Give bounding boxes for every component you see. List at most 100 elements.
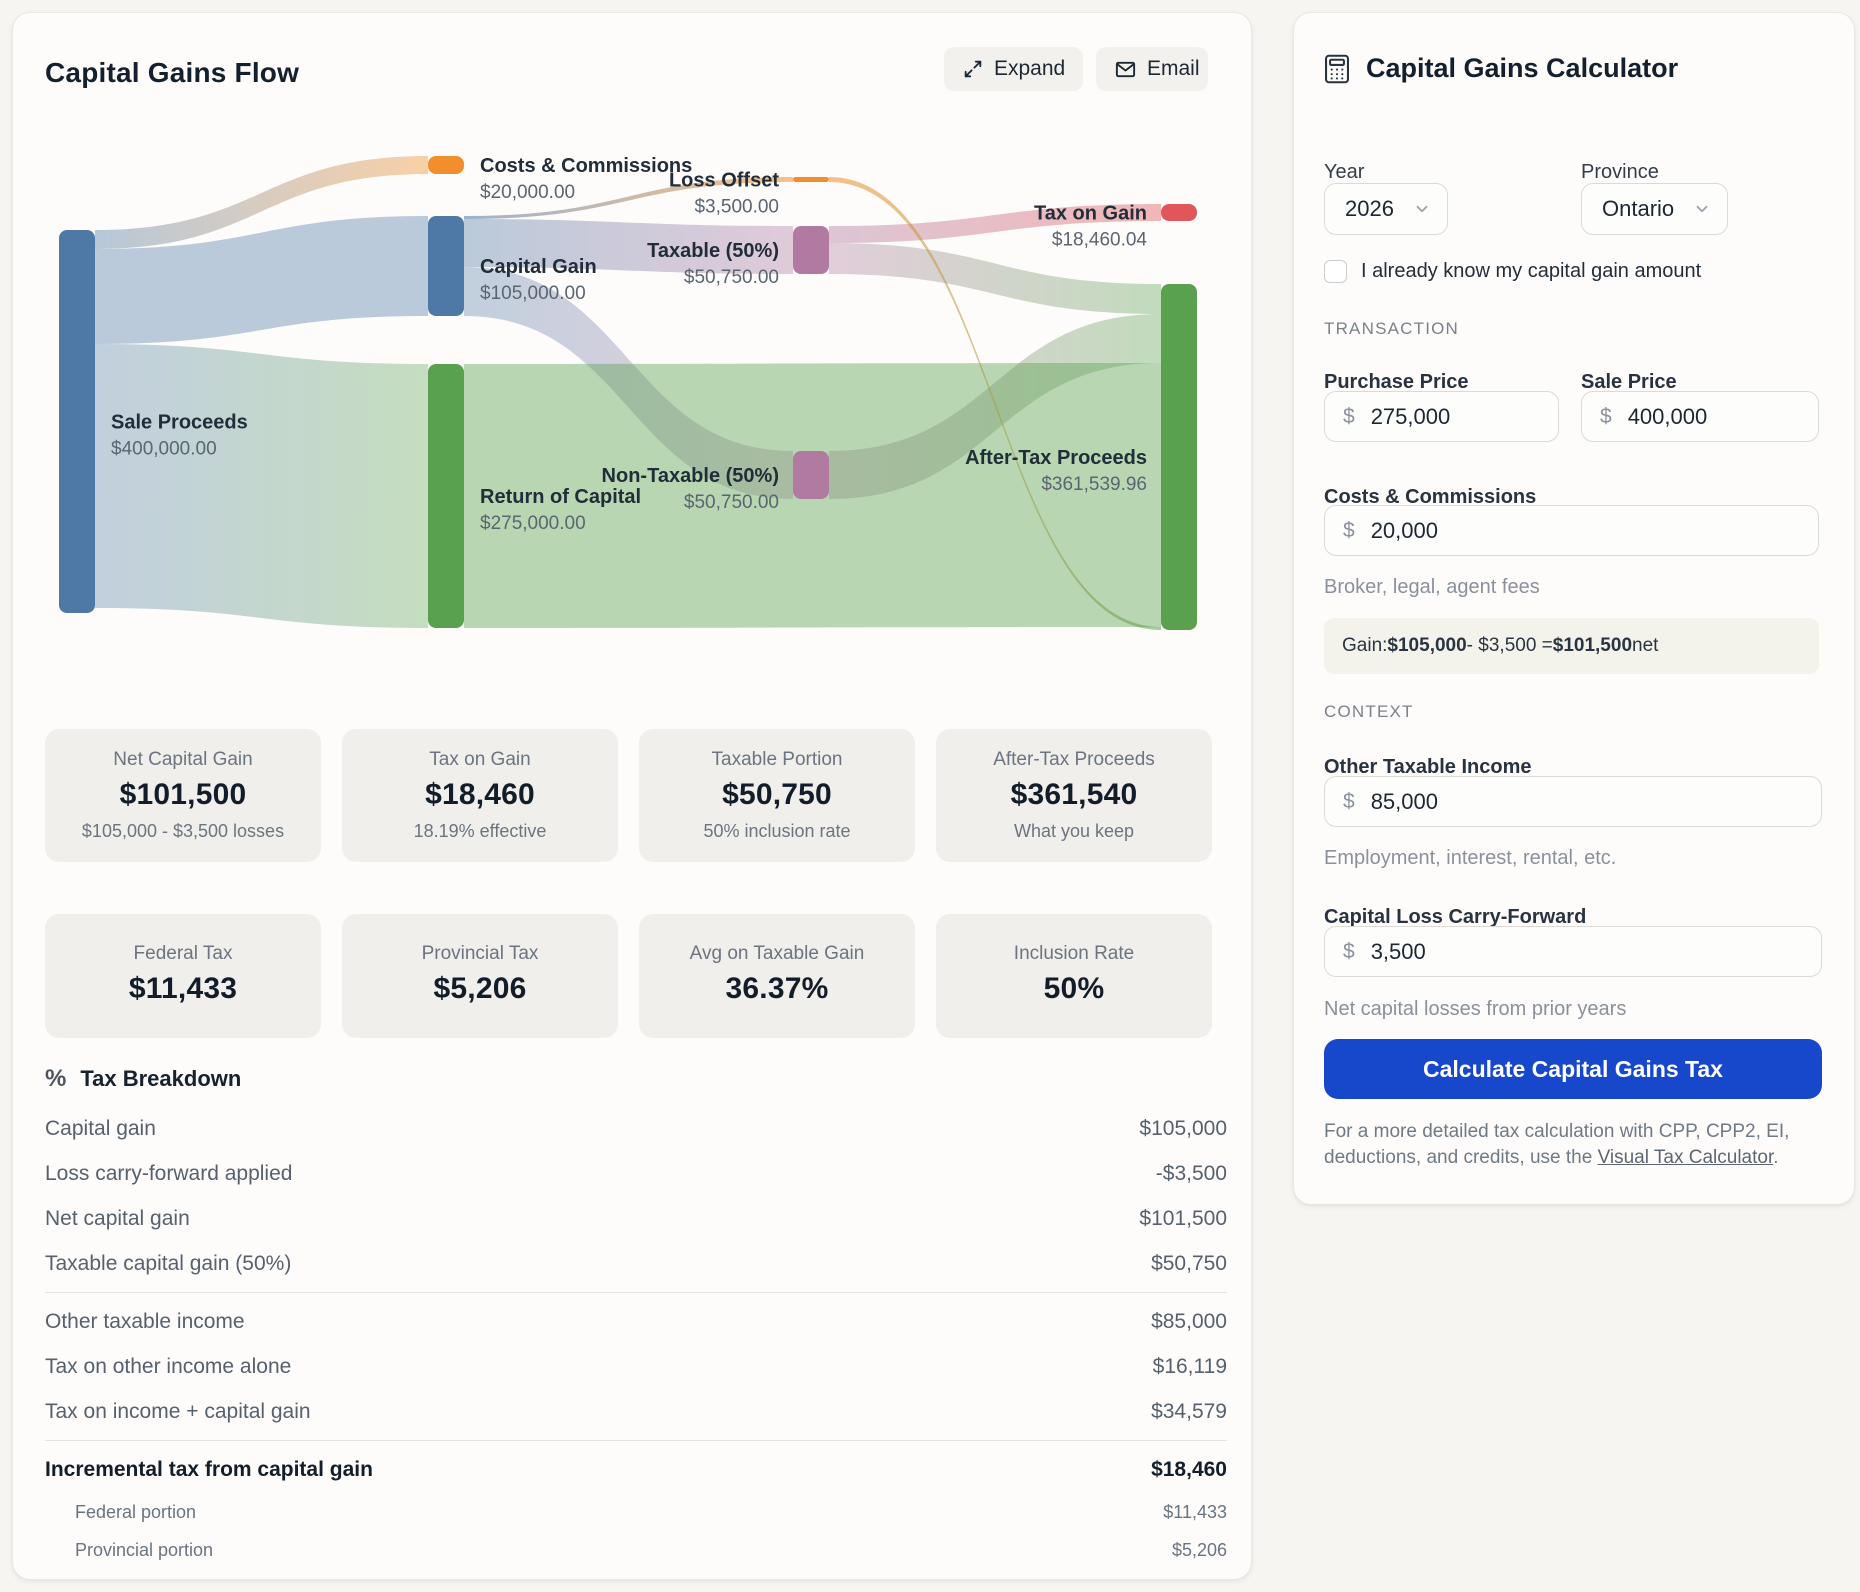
other-income-input[interactable]: [1370, 788, 1805, 815]
email-button-label: Email: [1147, 57, 1200, 80]
sankey-amount-capgain: $105,000.00: [480, 283, 586, 304]
stats-row-secondary: Federal Tax $11,433 Provincial Tax $5,206 Av…: [45, 914, 1227, 1038]
context-section-heading: CONTEXT: [1324, 702, 1414, 721]
breakdown-row-value: $18,460: [1151, 1458, 1227, 1481]
tax-breakdown-header: % Tax Breakdown: [45, 1065, 241, 1093]
stat-secondary-card-1: Provincial Tax $5,206: [342, 914, 618, 1038]
breakdown-row: Taxable capital gain (50%) $50,750: [45, 1241, 1227, 1286]
sankey-amount-lossoffset: $3,500.00: [694, 197, 779, 218]
loss-carry-label: Capital Loss Carry-Forward: [1324, 906, 1587, 928]
sankey-node-lossoffset[interactable]: [793, 177, 829, 182]
calculator-header: Capital Gains Calculator: [1324, 53, 1678, 84]
dollar-prefix: $: [1343, 404, 1355, 428]
dollar-prefix: $: [1343, 518, 1355, 542]
sale-price-field-wrap: $: [1581, 391, 1819, 442]
capital-gains-flow-card: Capital Gains Flow Expand Email Sale Pro…: [12, 12, 1252, 1580]
other-income-field-wrap: $: [1324, 776, 1822, 827]
stat-value: $101,500: [119, 777, 247, 811]
sankey-node-return[interactable]: [428, 364, 464, 628]
tax-breakdown-table: Capital gain $105,000 Loss carry-forward a…: [45, 1106, 1227, 1569]
transaction-section-heading: TRANSACTION: [1324, 319, 1460, 338]
breakdown-row: Incremental tax from capital gain $18,460: [45, 1447, 1227, 1493]
expand-icon: [964, 60, 982, 78]
known-gain-checkbox-label: I already know my capital gain amount: [1361, 260, 1702, 282]
loss-carry-field-wrap: $: [1324, 926, 1822, 977]
breakdown-row-label: Other taxable income: [45, 1309, 245, 1333]
breakdown-row-value: $85,000: [1151, 1309, 1227, 1333]
loss-carry-input[interactable]: [1370, 938, 1805, 965]
footer-suffix: .: [1773, 1147, 1779, 1168]
stat-label: Avg on Taxable Gain: [689, 943, 865, 964]
footer-text: For a more detailed tax calculation with…: [1324, 1121, 1790, 1168]
other-income-helper-text: Employment, interest, rental, etc.: [1324, 847, 1617, 869]
stat-value: $5,206: [433, 972, 527, 1005]
calculate-button[interactable]: Calculate Capital Gains Tax: [1324, 1039, 1822, 1099]
sankey-node-costs[interactable]: [428, 156, 464, 174]
sankey-flow-sale-to-costs: [95, 156, 428, 249]
sankey-node-taxongain[interactable]: [1161, 204, 1197, 221]
gain-summary-suffix: net: [1632, 635, 1659, 656]
stat-value: 50%: [1043, 972, 1105, 1005]
email-icon: [1115, 61, 1136, 77]
costs-commissions-input[interactable]: [1370, 517, 1802, 544]
sankey-flow-capgain-to-lossoffset: [464, 177, 793, 219]
year-select[interactable]: 2026: [1324, 183, 1448, 235]
breakdown-divider: [45, 1440, 1227, 1441]
breakdown-row-label: Federal portion: [75, 1501, 197, 1522]
province-label: Province: [1581, 161, 1659, 183]
year-label: Year: [1324, 161, 1365, 183]
breakdown-row: Loss carry-forward applied -$3,500: [45, 1151, 1227, 1196]
capital-gains-sankey-chart: Sale Proceeds $400,000.00 Costs & Commissi…: [59, 155, 1197, 630]
expand-button-label: Expand: [994, 57, 1066, 80]
sankey-flow-capgain-to-nontax: [464, 267, 793, 499]
expand-button[interactable]: Expand: [944, 47, 1083, 91]
stat-value: $50,750: [722, 777, 832, 811]
stat-sub: 50% inclusion rate: [703, 820, 851, 841]
stat-secondary-card-0: Federal Tax $11,433: [45, 914, 321, 1038]
sankey-flow-sale-to-capgain: [95, 216, 428, 344]
tax-breakdown-title: Tax Breakdown: [80, 1066, 242, 1091]
breakdown-row-value: $50,750: [1151, 1251, 1227, 1275]
breakdown-row-value: $16,119: [1152, 1354, 1227, 1378]
calculator-title: Capital Gains Calculator: [1366, 53, 1679, 83]
breakdown-row: Tax on income + capital gain $34,579: [45, 1389, 1227, 1434]
sankey-label-aftertax: After-Tax Proceeds: [965, 447, 1147, 469]
breakdown-row: Tax on other income alone $16,119: [45, 1344, 1227, 1389]
breakdown-row-value: $101,500: [1139, 1206, 1227, 1230]
email-button[interactable]: Email: [1096, 47, 1208, 91]
breakdown-row: Provincial portion $5,206: [45, 1531, 1227, 1569]
sankey-flow-taxable-to-taxongain: [829, 204, 1161, 243]
sankey-amount-taxongain: $18,460.04: [1052, 230, 1148, 251]
stat-sub: What you keep: [1013, 820, 1135, 841]
year-select-value: 2026: [1345, 196, 1394, 221]
breakdown-row-label: Incremental tax from capital gain: [45, 1458, 373, 1481]
sale-price-input[interactable]: [1627, 403, 1802, 430]
purchase-price-input[interactable]: [1370, 403, 1542, 430]
sankey-label-capgain: Capital Gain: [480, 256, 597, 278]
breakdown-row-value: $34,579: [1151, 1399, 1227, 1423]
sankey-node-capgain[interactable]: [428, 216, 464, 316]
sankey-node-aftertax[interactable]: [1161, 284, 1197, 630]
stat-value: $11,433: [128, 972, 238, 1005]
stats-row-primary: Net Capital Gain $101,500 $105,000 - $3,50…: [45, 729, 1227, 862]
breakdown-row-label: Capital gain: [45, 1116, 156, 1140]
stat-label: Provincial Tax: [421, 943, 539, 964]
province-select[interactable]: Ontario: [1581, 183, 1728, 235]
breakdown-row-label: Tax on other income alone: [45, 1354, 292, 1378]
sankey-label-taxable: Taxable (50%): [647, 240, 779, 262]
stat-label: After-Tax Proceeds: [993, 748, 1155, 770]
stat-secondary-card-3: Inclusion Rate 50%: [936, 914, 1212, 1038]
sankey-label-lossoffset: Loss Offset: [669, 170, 779, 192]
sankey-node-sale[interactable]: [59, 230, 95, 613]
visual-tax-calculator-link[interactable]: Visual Tax Calculator: [1597, 1147, 1774, 1168]
breakdown-row: Net capital gain $101,500: [45, 1196, 1227, 1241]
sankey-amount-nontax: $50,750.00: [684, 492, 779, 513]
gain-summary-gross: $105,000: [1387, 635, 1467, 656]
sankey-node-taxable[interactable]: [793, 226, 829, 274]
loss-carry-helper-text: Net capital losses from prior years: [1324, 998, 1627, 1020]
stat-label: Taxable Portion: [711, 748, 843, 770]
breakdown-row-label: Taxable capital gain (50%): [45, 1251, 292, 1275]
sankey-node-nontax[interactable]: [793, 451, 829, 499]
sankey-flow-sale-to-return: [95, 344, 428, 628]
known-gain-checkbox[interactable]: [1324, 260, 1347, 283]
